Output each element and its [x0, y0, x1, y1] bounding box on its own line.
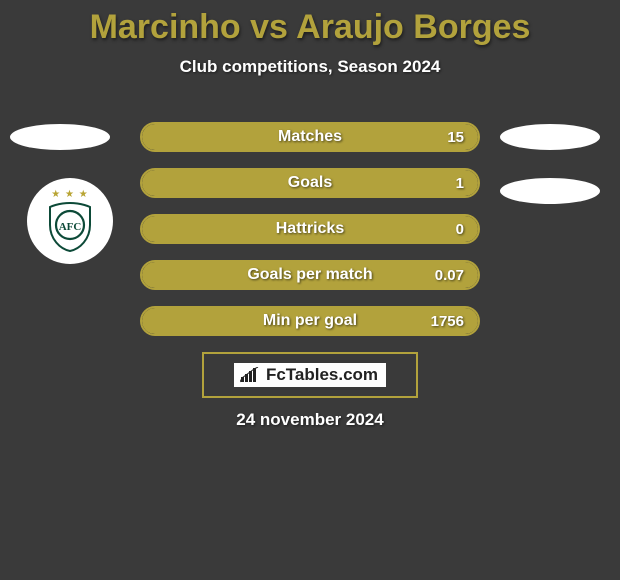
svg-text:AFC: AFC	[59, 221, 82, 233]
stat-bar-value: 0.07	[435, 267, 464, 284]
stat-bar: Goals per match0.07	[140, 260, 480, 290]
subtitle: Club competitions, Season 2024	[0, 57, 620, 77]
right-oval-placeholder-1	[500, 124, 600, 150]
left-oval-placeholder	[10, 124, 110, 150]
stats-container: Matches15 Goals1 Hattricks0 Goals per match…	[140, 122, 480, 352]
stat-bar-label: Hattricks	[142, 220, 478, 238]
shield-icon: AFC	[46, 201, 94, 253]
brand-inner: FcTables.com	[234, 363, 386, 387]
brand-box: FcTables.com	[202, 352, 418, 398]
right-oval-placeholder-2	[500, 178, 600, 204]
page-title: Marcinho vs Araujo Borges	[0, 0, 620, 47]
club-badge: ★ ★ ★ AFC	[27, 178, 113, 264]
stat-bar-label: Goals	[142, 174, 478, 192]
date-text: 24 november 2024	[0, 410, 620, 430]
stat-bar: Hattricks0	[140, 214, 480, 244]
brand-text: FcTables.com	[264, 365, 380, 385]
stat-bar: Goals1	[140, 168, 480, 198]
stat-bar-value: 1756	[431, 313, 464, 330]
badge-stars-icon: ★ ★ ★	[51, 189, 88, 200]
stat-bar-value: 0	[456, 221, 464, 238]
stat-bar: Matches15	[140, 122, 480, 152]
bar-chart-icon	[240, 367, 260, 383]
stat-bar: Min per goal1756	[140, 306, 480, 336]
stat-bar-label: Goals per match	[142, 266, 478, 284]
stat-bar-label: Matches	[142, 128, 478, 146]
stat-bar-label: Min per goal	[142, 312, 478, 330]
stat-bar-value: 15	[447, 129, 464, 146]
stat-bar-value: 1	[456, 175, 464, 192]
